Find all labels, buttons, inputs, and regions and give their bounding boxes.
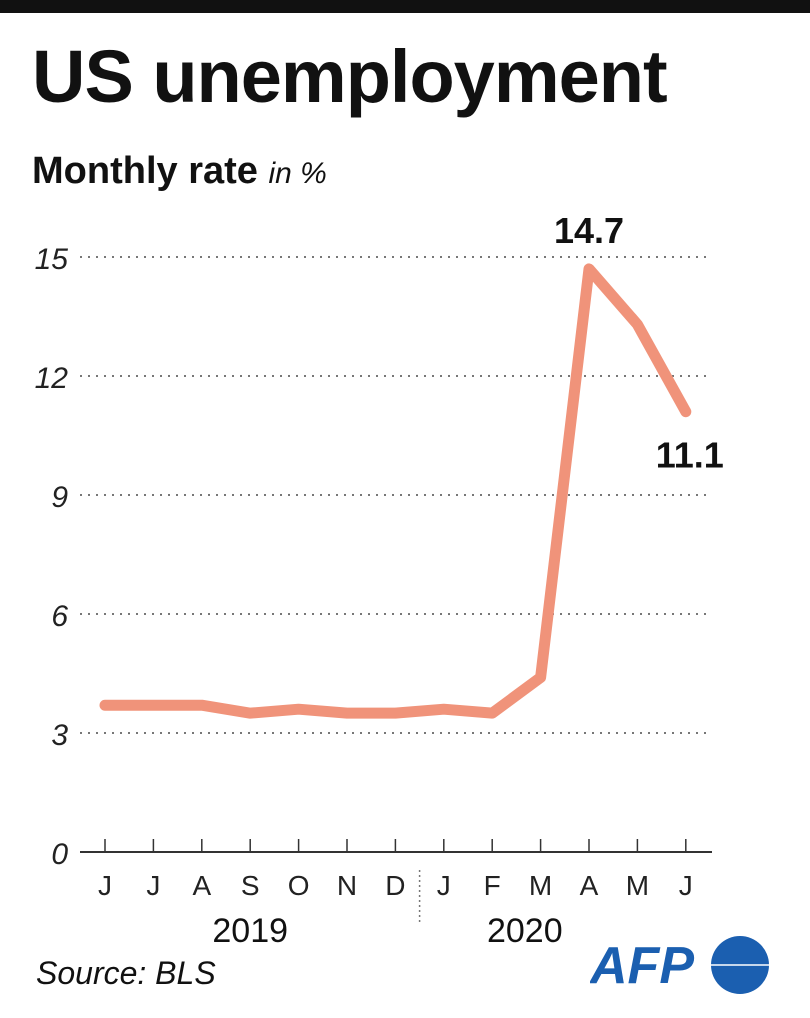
- x-tick-label: J: [437, 870, 451, 901]
- year-label: 2020: [487, 912, 563, 950]
- x-tick-label: F: [484, 870, 501, 901]
- year-label: 2019: [212, 912, 288, 950]
- x-tick-label: J: [679, 870, 693, 901]
- x-tick-label: S: [241, 870, 260, 901]
- y-tick-label: 6: [51, 600, 68, 633]
- x-tick-label: N: [337, 870, 357, 901]
- series-line: [99, 263, 692, 719]
- x-tick-label: M: [626, 870, 649, 901]
- x-tick-label: O: [288, 870, 310, 901]
- y-tick-label: 15: [35, 243, 69, 276]
- top-bar: [0, 0, 810, 13]
- peak-value-label: 14.7: [554, 210, 624, 251]
- y-tick-label: 12: [35, 362, 69, 395]
- x-tick-label: A: [192, 870, 211, 901]
- subtitle-text: Monthly rate: [32, 150, 258, 192]
- y-tick-label: 3: [51, 719, 68, 752]
- chart-subtitle: Monthly rate in %: [32, 152, 327, 190]
- x-tick-label: M: [529, 870, 552, 901]
- x-tick-label: J: [98, 870, 112, 901]
- x-tick-label: D: [385, 870, 405, 901]
- afp-logo: AFP: [588, 935, 780, 1000]
- x-tick-label: J: [146, 870, 160, 901]
- y-tick-label: 0: [51, 838, 68, 871]
- svg-text:AFP: AFP: [590, 937, 694, 995]
- source-note: Source: BLS: [36, 955, 216, 991]
- y-tick-label: 9: [51, 481, 68, 514]
- x-tick-label: A: [580, 870, 599, 901]
- latest-value-label: 11.1: [656, 435, 724, 476]
- chart-title: US unemployment: [32, 35, 668, 118]
- subtitle-unit: in %: [268, 157, 327, 190]
- afp-logo-icon: AFP: [588, 936, 769, 995]
